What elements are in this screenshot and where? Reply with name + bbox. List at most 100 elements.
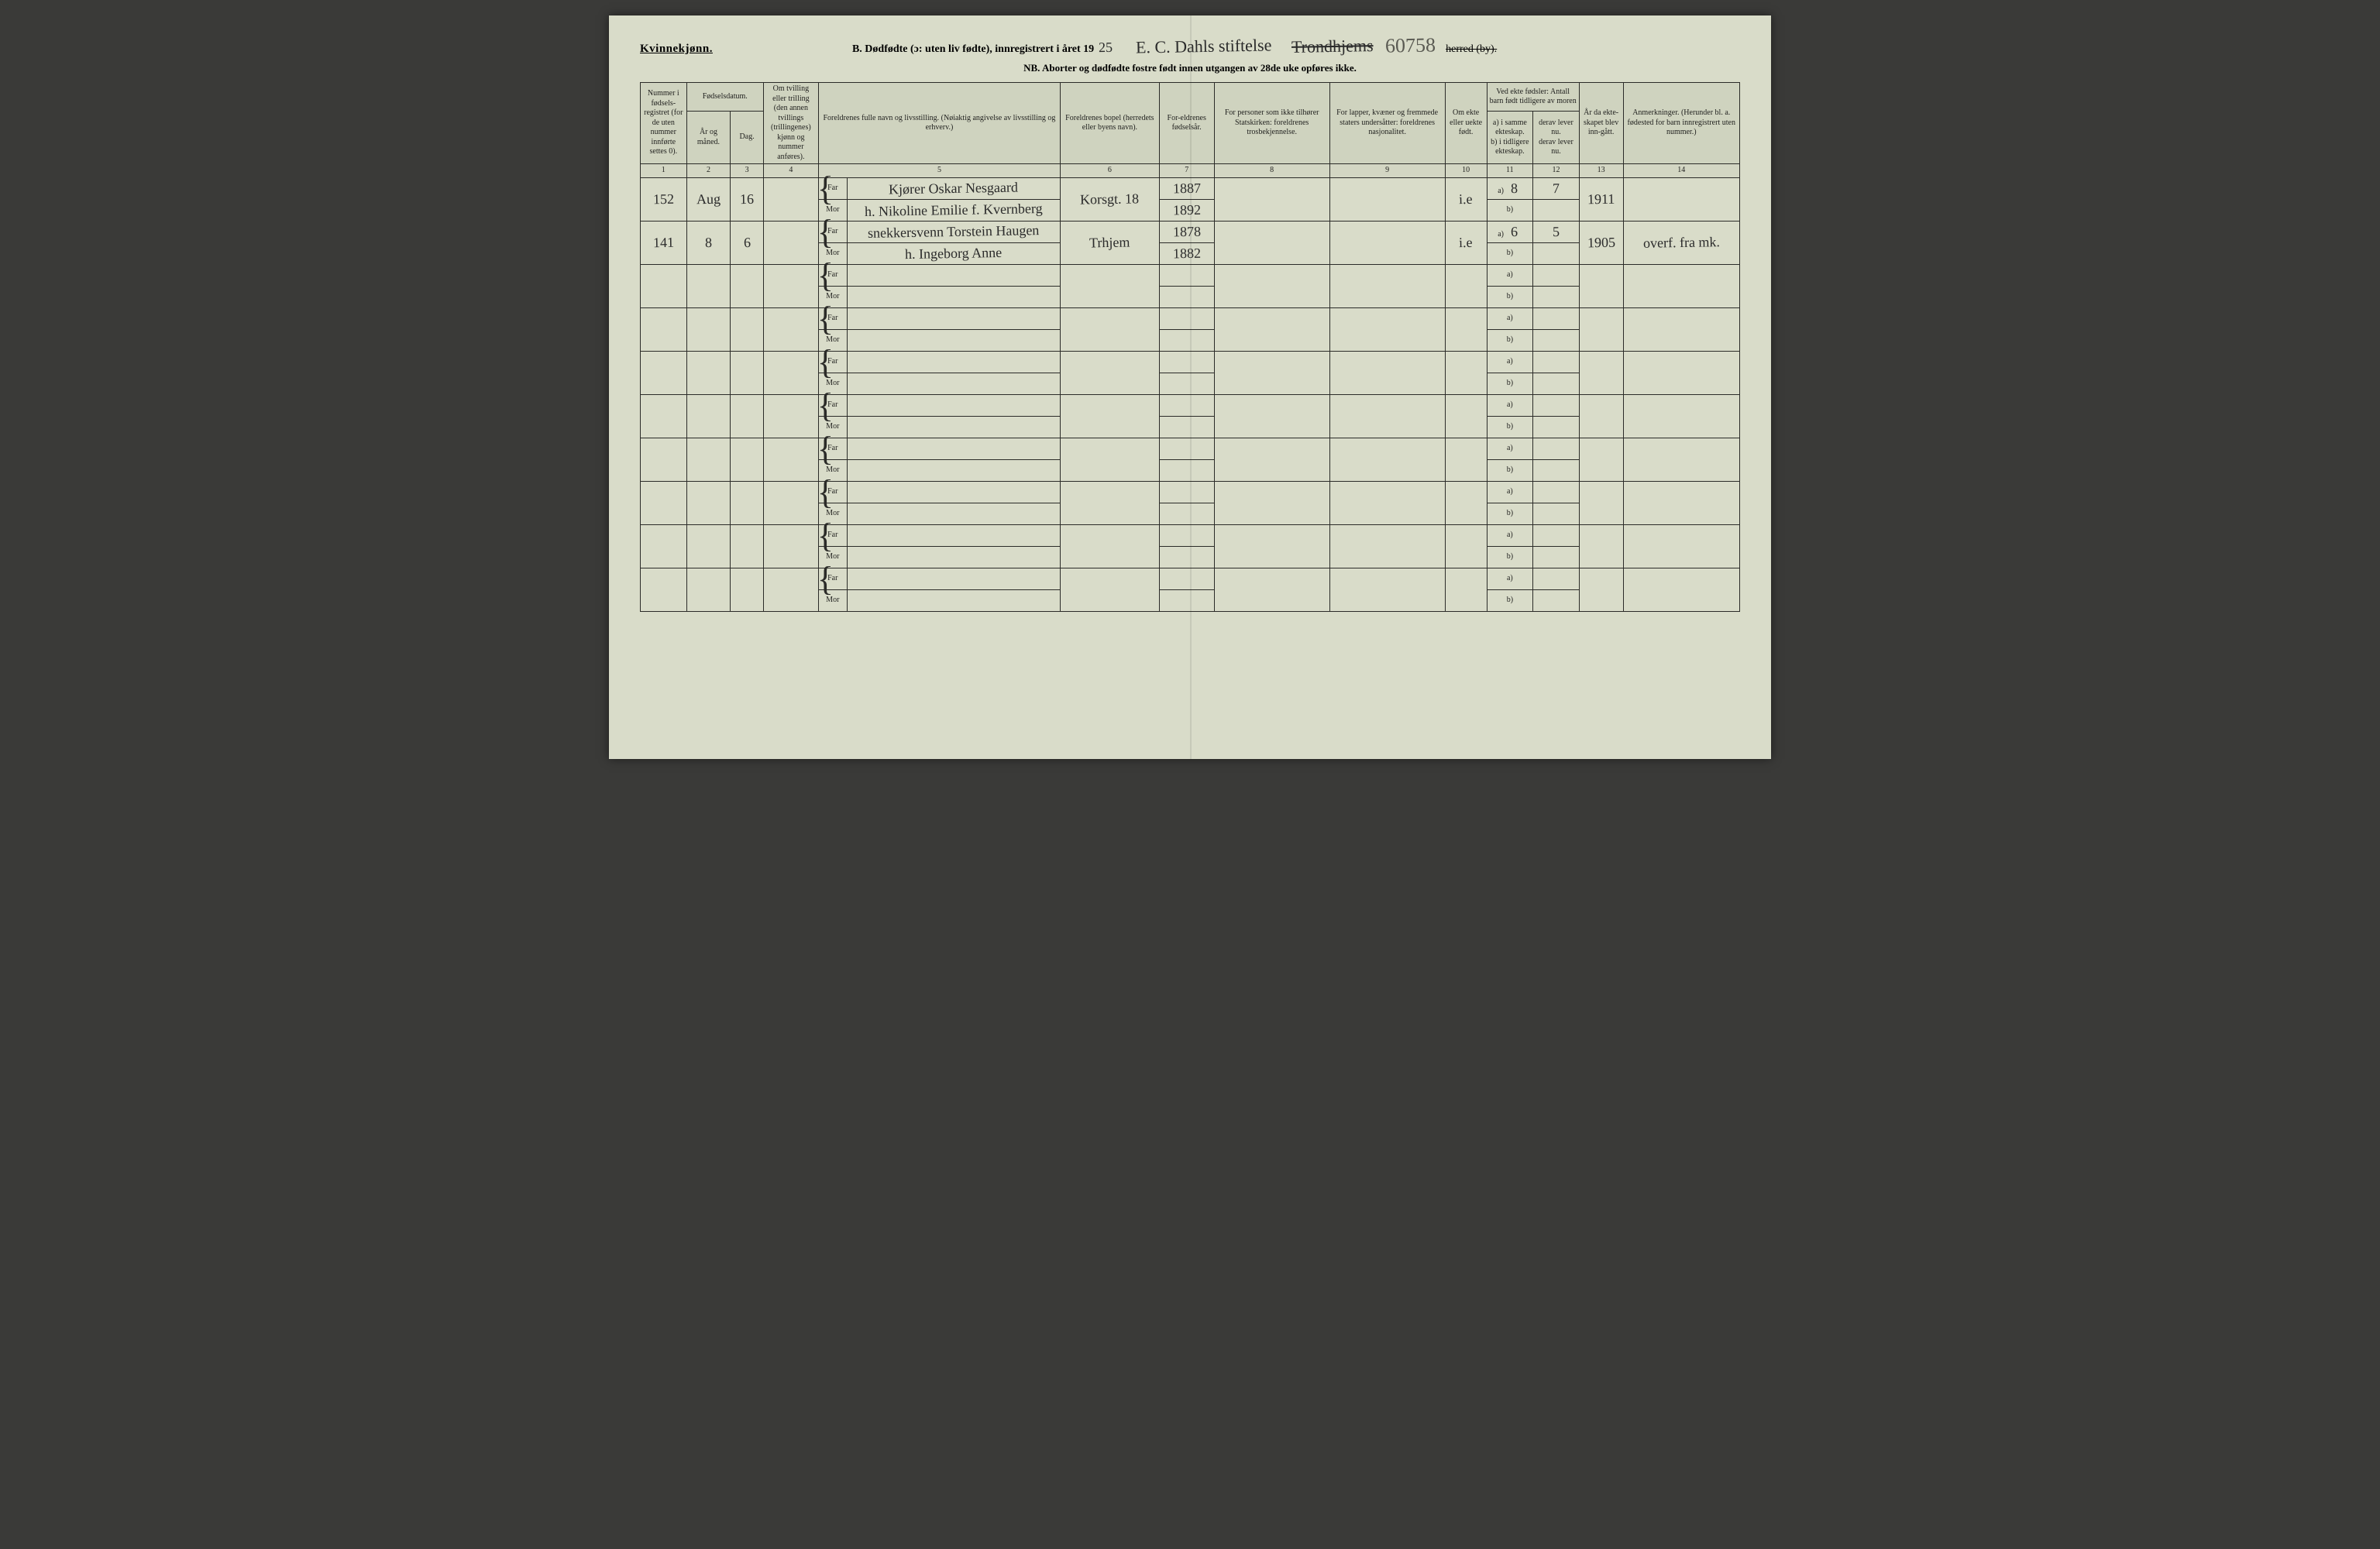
day <box>731 481 764 524</box>
residence: Trhjem <box>1061 221 1160 264</box>
col11-b: b) <box>1487 286 1533 307</box>
col12-top <box>1533 438 1580 459</box>
colnum-5: 5 <box>818 164 1060 178</box>
reg-number <box>641 481 687 524</box>
colnum-8: 8 <box>1214 164 1329 178</box>
remarks: overf. fra mk. <box>1623 221 1740 264</box>
религion-col <box>1214 524 1329 568</box>
col11-b: b) <box>1487 459 1533 481</box>
far-label: Far{ <box>818 221 847 242</box>
page-number-handwritten: 60758 <box>1385 33 1436 57</box>
header-row: Kvinnekjønn. B. Dødfødte (ɔ: uten liv fø… <box>640 34 1740 57</box>
col12-bot <box>1533 329 1580 351</box>
nationality-col <box>1329 177 1445 221</box>
far-label: Far{ <box>818 568 847 589</box>
marriage-year <box>1579 351 1623 394</box>
col11-a: a) <box>1487 438 1533 459</box>
col11-b: b) <box>1487 373 1533 394</box>
reg-number <box>641 438 687 481</box>
year-handwritten: 25 <box>1099 39 1113 56</box>
day <box>731 394 764 438</box>
herred-label: herred (by). <box>1446 43 1497 55</box>
day: 16 <box>731 177 764 221</box>
father-name: Kjører Oskar Nesgaard <box>847 177 1060 199</box>
col12-top <box>1533 264 1580 286</box>
father-birthyear <box>1159 438 1214 459</box>
reg-number <box>641 394 687 438</box>
reg-number <box>641 264 687 307</box>
twin-col <box>763 177 818 221</box>
colnum-1: 1 <box>641 164 687 178</box>
nb-text: NB. Aborter og dødfødte fostre født inne… <box>1023 62 1357 74</box>
mother-name: h. Nikoline Emilie f. Kvernberg <box>847 199 1060 221</box>
table-row: Far{a) <box>641 394 1740 416</box>
религion-col <box>1214 438 1329 481</box>
marriage-year <box>1579 264 1623 307</box>
col-4-header: Om tvilling eller trilling (den annen tv… <box>763 83 818 164</box>
col-6-header: Foreldrenes bopel (herredets eller byens… <box>1061 83 1160 164</box>
col11-b: b) <box>1487 589 1533 611</box>
reg-number <box>641 568 687 611</box>
reg-number: 141 <box>641 221 687 264</box>
mother-birthyear <box>1159 373 1214 394</box>
col11-a: a) 8 <box>1487 177 1533 199</box>
col11-a: a) <box>1487 394 1533 416</box>
remarks <box>1623 481 1740 524</box>
col11-b: b) <box>1487 199 1533 221</box>
nationality-col <box>1329 438 1445 481</box>
day <box>731 264 764 307</box>
remarks <box>1623 394 1740 438</box>
day <box>731 438 764 481</box>
nationality-col <box>1329 307 1445 351</box>
marriage-year <box>1579 524 1623 568</box>
residence <box>1061 307 1160 351</box>
col12-bot <box>1533 546 1580 568</box>
table-row: Far{a) <box>641 481 1740 503</box>
nationality-col <box>1329 351 1445 394</box>
father-birthyear <box>1159 481 1214 503</box>
col12-top: 5 <box>1533 221 1580 242</box>
mother-name <box>847 589 1060 611</box>
c11a-txt: a) i samme ekteskap. <box>1490 118 1531 138</box>
month <box>686 307 731 351</box>
col-2a-header: År og måned. <box>686 112 731 164</box>
residence <box>1061 438 1160 481</box>
legitimacy <box>1445 394 1487 438</box>
религion-col <box>1214 307 1329 351</box>
col-1-header: Nummer i fødsels-registret (for de uten … <box>641 83 687 164</box>
colnum-12: 12 <box>1533 164 1580 178</box>
remarks <box>1623 307 1740 351</box>
father-name <box>847 307 1060 329</box>
colnum-3: 3 <box>731 164 764 178</box>
reg-number <box>641 524 687 568</box>
c12a-txt: derav lever nu. <box>1536 118 1577 138</box>
col11-a: a) <box>1487 351 1533 373</box>
remarks <box>1623 351 1740 394</box>
col-2b-header: Dag. <box>731 112 764 164</box>
far-label: Far{ <box>818 264 847 286</box>
mother-name <box>847 329 1060 351</box>
head-row-1: Nummer i fødsels-registret (for de uten … <box>641 83 1740 112</box>
far-label: Far{ <box>818 351 847 373</box>
col11-a: a) <box>1487 524 1533 546</box>
col12-bot <box>1533 242 1580 264</box>
father-birthyear <box>1159 394 1214 416</box>
религion-col <box>1214 481 1329 524</box>
marriage-year: 1905 <box>1579 221 1623 264</box>
title-line: B. Dødfødte (ɔ: uten liv fødte), innregi… <box>744 34 1740 57</box>
father-name <box>847 481 1060 503</box>
col-7-header: For-eldrenes fødselsår. <box>1159 83 1214 164</box>
twin-col <box>763 221 818 264</box>
column-number-row: 1234567891011121314 <box>641 164 1740 178</box>
nationality-col <box>1329 394 1445 438</box>
father-birthyear: 1878 <box>1159 221 1214 242</box>
reg-number: 152 <box>641 177 687 221</box>
colnum-9: 9 <box>1329 164 1445 178</box>
mother-name <box>847 546 1060 568</box>
residence <box>1061 481 1160 524</box>
mother-name <box>847 503 1060 524</box>
residence <box>1061 568 1160 611</box>
table-row: Far{a) <box>641 568 1740 589</box>
month <box>686 351 731 394</box>
col11-b: b) <box>1487 503 1533 524</box>
